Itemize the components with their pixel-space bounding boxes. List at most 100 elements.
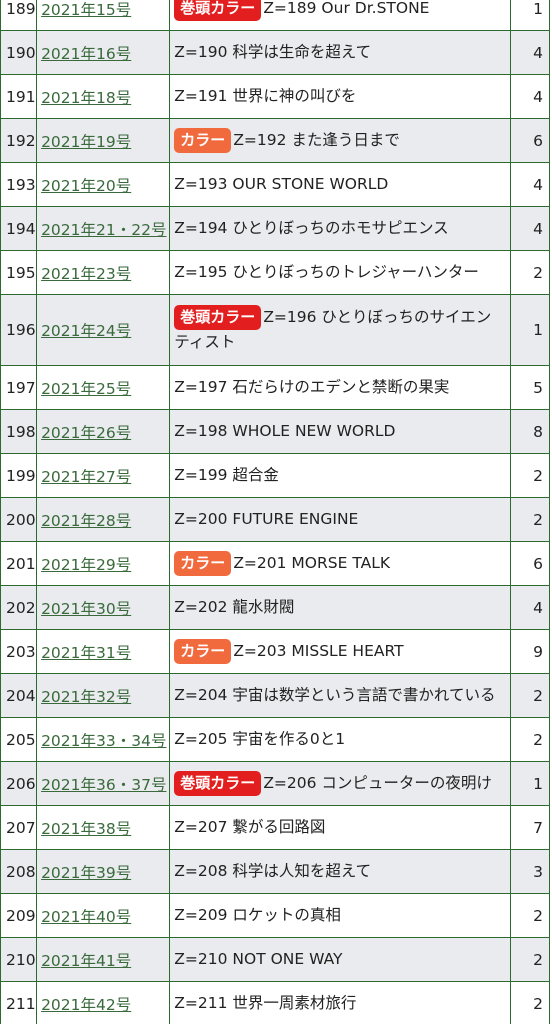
- issue-link[interactable]: 2021年32号: [41, 687, 132, 706]
- issue-link[interactable]: 2021年36・37号: [41, 775, 167, 794]
- issue-link[interactable]: 2021年18号: [41, 88, 132, 107]
- issue-cell: 2021年31号: [36, 629, 171, 674]
- color-badge: カラー: [174, 639, 232, 664]
- title-cell: Z=210 NOT ONE WAY: [169, 937, 511, 982]
- count-cell: 4: [509, 162, 551, 207]
- issue-link[interactable]: 2021年23号: [41, 264, 132, 283]
- issue-cell: 2021年19号: [36, 118, 171, 163]
- issue-link[interactable]: 2021年24号: [41, 322, 132, 340]
- episode-title: Z=190 科学は生命を超えて: [174, 43, 372, 61]
- title-cell: 巻頭カラー Z=189 Our Dr.STONE: [169, 0, 511, 31]
- title-cell: Z=211 世界一周素材旅行: [169, 981, 511, 1024]
- issue-link[interactable]: 2021年38号: [41, 819, 132, 838]
- issue-cell: 2021年30号: [36, 585, 171, 630]
- episode-number: 208: [0, 849, 38, 894]
- count-cell: 5: [509, 365, 551, 410]
- issue-link[interactable]: 2021年25号: [41, 379, 132, 398]
- issue-link[interactable]: 2021年15号: [41, 0, 132, 19]
- issue-cell: 2021年26号: [36, 409, 171, 454]
- episode-number: 197: [0, 365, 38, 410]
- issue-cell: 2021年23号: [36, 250, 171, 295]
- issue-link[interactable]: 2021年26号: [41, 423, 132, 442]
- issue-link[interactable]: 2021年16号: [41, 44, 132, 63]
- table-row: 206 2021年36・37号 巻頭カラー Z=206 コンピューターの夜明け 1: [0, 761, 551, 806]
- episode-title: Z=204 宇宙は数学という言語で書かれている: [174, 686, 496, 704]
- episode-title: Z=189 Our Dr.STONE: [263, 0, 430, 17]
- episode-title: Z=206 コンピューターの夜明け: [263, 774, 492, 792]
- title-cell: カラー Z=203 MISSLE HEART: [169, 629, 511, 674]
- episode-title: Z=194 ひとりぼっちのホモサピエンス: [174, 219, 449, 237]
- kantou-color-badge: 巻頭カラー: [174, 305, 262, 330]
- issue-link[interactable]: 2021年41号: [41, 951, 132, 970]
- issue-cell: 2021年38号: [36, 805, 171, 850]
- count-cell: 4: [509, 74, 551, 119]
- episode-number: 200: [0, 497, 38, 542]
- count-cell: 2: [509, 250, 551, 295]
- issue-link[interactable]: 2021年31号: [41, 643, 132, 662]
- title-cell: カラー Z=201 MORSE TALK: [169, 541, 511, 586]
- table-row: 194 2021年21・22号 Z=194 ひとりぼっちのホモサピエンス 4: [0, 206, 551, 251]
- issue-link[interactable]: 2021年29号: [41, 555, 132, 574]
- episode-number: 206: [0, 761, 38, 806]
- table-row: 189 2021年15号 巻頭カラー Z=189 Our Dr.STONE 1: [0, 0, 551, 31]
- episode-number: 205: [0, 717, 38, 762]
- episode-title: Z=203 MISSLE HEART: [233, 642, 404, 660]
- count-cell: 2: [509, 937, 551, 982]
- count-cell: 1: [509, 761, 551, 806]
- count-cell: 4: [509, 30, 551, 75]
- episode-title: Z=201 MORSE TALK: [233, 554, 391, 572]
- issue-cell: 2021年24号: [36, 294, 171, 366]
- count-cell: 2: [509, 717, 551, 762]
- episode-title: Z=191 世界に神の叫びを: [174, 87, 357, 105]
- issue-cell: 2021年28号: [36, 497, 171, 542]
- issue-cell: 2021年20号: [36, 162, 171, 207]
- title-cell: カラー Z=192 また逢う日まで: [169, 118, 511, 163]
- table-row: 202 2021年30号 Z=202 龍水財閥 4: [0, 585, 551, 630]
- kantou-color-badge: 巻頭カラー: [174, 771, 262, 796]
- table-row: 193 2021年20号 Z=193 OUR STONE WORLD 4: [0, 162, 551, 207]
- title-cell: Z=208 科学は人知を超えて: [169, 849, 511, 894]
- title-cell: Z=207 繋がる回路図: [169, 805, 511, 850]
- count-cell: 2: [509, 453, 551, 498]
- episode-number: 195: [0, 250, 38, 295]
- episode-title: Z=207 繋がる回路図: [174, 818, 326, 836]
- issue-link[interactable]: 2021年19号: [41, 132, 132, 151]
- count-cell: 1: [509, 294, 551, 366]
- title-cell: Z=209 ロケットの真相: [169, 893, 511, 938]
- issue-cell: 2021年41号: [36, 937, 171, 982]
- episode-title: Z=205 宇宙を作る0と1: [174, 730, 346, 748]
- issue-link[interactable]: 2021年27号: [41, 467, 132, 486]
- episode-number: 210: [0, 937, 38, 982]
- issue-link[interactable]: 2021年42号: [41, 995, 132, 1014]
- table-row: 205 2021年33・34号 Z=205 宇宙を作る0と1 2: [0, 717, 551, 762]
- issue-link[interactable]: 2021年40号: [41, 907, 132, 926]
- issue-link[interactable]: 2021年21・22号: [41, 220, 167, 239]
- issue-cell: 2021年32号: [36, 673, 171, 718]
- issue-cell: 2021年40号: [36, 893, 171, 938]
- count-cell: 7: [509, 805, 551, 850]
- issue-cell: 2021年33・34号: [36, 717, 171, 762]
- episode-number: 199: [0, 453, 38, 498]
- count-cell: 2: [509, 893, 551, 938]
- count-cell: 2: [509, 497, 551, 542]
- episode-title: Z=199 超合金: [174, 466, 279, 484]
- title-cell: 巻頭カラー Z=206 コンピューターの夜明け: [169, 761, 511, 806]
- episode-title: Z=200 FUTURE ENGINE: [174, 510, 359, 528]
- episode-title: Z=210 NOT ONE WAY: [174, 950, 343, 968]
- issue-link[interactable]: 2021年28号: [41, 511, 132, 530]
- table-row: 201 2021年29号 カラー Z=201 MORSE TALK 6: [0, 541, 551, 586]
- title-cell: 巻頭カラー Z=196 ひとりぼっちのサイエンティスト: [169, 294, 511, 366]
- table-row: 210 2021年41号 Z=210 NOT ONE WAY 2: [0, 937, 551, 982]
- issue-link[interactable]: 2021年39号: [41, 863, 132, 882]
- issue-cell: 2021年21・22号: [36, 206, 171, 251]
- episode-title: Z=195 ひとりぼっちのトレジャーハンター: [174, 263, 479, 281]
- episode-title: Z=202 龍水財閥: [174, 598, 295, 616]
- issue-link[interactable]: 2021年20号: [41, 176, 132, 195]
- episode-number: 207: [0, 805, 38, 850]
- episode-number: 193: [0, 162, 38, 207]
- issue-link[interactable]: 2021年30号: [41, 599, 132, 618]
- issue-cell: 2021年16号: [36, 30, 171, 75]
- issue-link[interactable]: 2021年33・34号: [41, 731, 167, 750]
